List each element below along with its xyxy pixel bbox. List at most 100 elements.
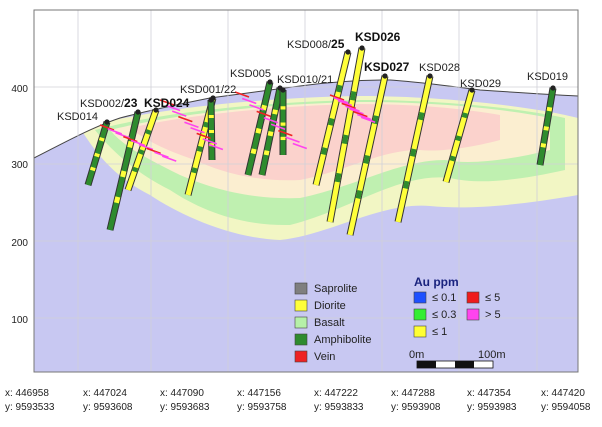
grade-shell-pink xyxy=(130,104,500,181)
hole-label-ksd026: KSD026 xyxy=(355,30,401,44)
grade-label-le-0-3: ≤ 0.3 xyxy=(432,309,456,321)
drillhole-trace-6 xyxy=(258,85,284,176)
topographic-surface xyxy=(33,79,579,159)
grade-mark-2-7 xyxy=(285,136,300,143)
grade-mark-3-1 xyxy=(333,97,349,104)
svg-text:y: 9593533: y: 9593533 xyxy=(5,402,55,413)
legend-label-saprolite: Saprolite xyxy=(314,283,357,295)
drillhole-trace-12 xyxy=(442,87,476,183)
grade-mark-1-7 xyxy=(202,138,218,145)
grade-mark-3-0 xyxy=(329,94,345,101)
grade-mark-0-2 xyxy=(115,132,130,139)
scale-bar-start-label: 0m xyxy=(409,349,424,361)
legend-label-diorite: Diorite xyxy=(314,300,346,312)
grade-swatch-le-0-3 xyxy=(413,308,427,321)
hole-label-ksd028: KSD028 xyxy=(419,62,460,74)
grade-swatch-gt-5 xyxy=(466,308,480,321)
x-tick-2: x: 447090 y: 9593683 xyxy=(160,388,210,413)
grade-mark-0-6 xyxy=(146,147,161,155)
svg-text:x: 447222: x: 447222 xyxy=(314,388,358,399)
hole-label-ksd010-21: KSD010/21 xyxy=(277,74,333,86)
legend-swatch-amphibolite xyxy=(294,333,308,346)
legend-swatch-saprolite xyxy=(294,282,308,295)
hole-label-ksd029: KSD029 xyxy=(460,78,501,90)
grade-mark-2-1 xyxy=(241,97,257,105)
hole-label-ksd001-22: KSD001/22 xyxy=(180,84,236,96)
hole-label-ksd005: KSD005 xyxy=(230,68,271,80)
y-tick-200: 200 xyxy=(11,238,28,249)
grade-legend: Au ppm ≤ 0.1 ≤ 5 ≤ 0.3 > 5 ≤ 1 xyxy=(413,275,501,338)
drillhole-trace-0 xyxy=(84,119,111,187)
grade-mark-2-0 xyxy=(234,91,250,98)
drillhole-traces xyxy=(84,45,557,236)
grade-legend-title: Au ppm xyxy=(414,275,459,289)
x-tick-7: x: 447420 y: 9594058 xyxy=(541,388,591,413)
drillhole-trace-1 xyxy=(106,109,142,231)
svg-text:y: 9593983: y: 9593983 xyxy=(467,402,517,413)
svg-text:x: 447090: x: 447090 xyxy=(160,388,204,399)
grade-label-le-0-1: ≤ 0.1 xyxy=(432,292,456,304)
svg-text:y: 9593608: y: 9593608 xyxy=(83,402,133,413)
grade-mark-2-4 xyxy=(263,117,279,124)
grade-mark-2-5 xyxy=(270,123,286,130)
svg-text:y: 9593833: y: 9593833 xyxy=(314,402,364,413)
hole-label-ksd014: KSD014 xyxy=(57,111,98,123)
drillhole-trace-10 xyxy=(346,73,389,236)
svg-text:x: 447156: x: 447156 xyxy=(237,388,281,399)
grid xyxy=(34,10,578,372)
lithology-legend: Saprolite Diorite Basalt Amphibolite Vei… xyxy=(294,282,371,363)
drillhole-trace-5 xyxy=(244,79,274,176)
legend-swatch-vein xyxy=(294,350,308,363)
hole-label-ksd019: KSD019 xyxy=(527,71,568,83)
grade-mark-1-3 xyxy=(178,115,193,123)
y-tick-400: 400 xyxy=(11,84,28,95)
svg-text:y: 9594058: y: 9594058 xyxy=(541,402,591,413)
svg-text:x: 447288: x: 447288 xyxy=(391,388,435,399)
legend-swatch-diorite xyxy=(294,299,308,312)
x-tick-5: x: 447288 y: 9593908 xyxy=(391,388,441,413)
grade-swatch-le-0-1 xyxy=(413,291,427,304)
grade-mark-3-7 xyxy=(356,113,372,121)
svg-text:x: 447420: x: 447420 xyxy=(541,388,585,399)
grade-mark-2-6 xyxy=(278,129,293,137)
y-tick-300: 300 xyxy=(11,160,28,171)
svg-text:x: 447354: x: 447354 xyxy=(467,388,511,399)
grade-mark-1-5 xyxy=(190,127,205,134)
svg-text:y: 9593758: y: 9593758 xyxy=(237,402,287,413)
grade-label-le-5: ≤ 5 xyxy=(485,292,500,304)
grade-swatch-le-5 xyxy=(466,291,480,304)
grade-mark-1-4 xyxy=(184,121,199,128)
grade-mark-0-7 xyxy=(154,151,169,158)
x-tick-3: x: 447156 y: 9593758 xyxy=(237,388,287,413)
grade-mark-1-1 xyxy=(165,104,181,112)
svg-text:x: 447024: x: 447024 xyxy=(83,388,127,399)
scale-bar-end-label: 100m xyxy=(478,349,506,361)
grade-mark-0-3 xyxy=(123,135,138,143)
x-tick-1: x: 447024 y: 9593608 xyxy=(83,388,133,413)
legend-label-basalt: Basalt xyxy=(314,317,345,329)
hole-label-ksd024: KSD024 xyxy=(144,96,190,110)
grade-mark-3-8 xyxy=(360,116,376,123)
legend-swatch-basalt xyxy=(294,316,308,329)
hole-label-ksd002-23: KSD002/23 xyxy=(80,96,138,110)
grade-mark-1-8 xyxy=(208,143,224,151)
drillhole-trace-11 xyxy=(394,73,434,223)
svg-text:y: 9593908: y: 9593908 xyxy=(391,402,441,413)
y-tick-100: 100 xyxy=(11,315,28,326)
grade-swatch-le-1 xyxy=(413,325,427,338)
grade-label-gt-5: > 5 xyxy=(485,309,501,321)
sky-area xyxy=(34,10,578,158)
grade-mark-3-3 xyxy=(341,102,356,110)
grade-mark-0-4 xyxy=(130,139,146,147)
x-tick-6: x: 447354 y: 9593983 xyxy=(467,388,517,413)
plot-frame xyxy=(33,9,579,373)
drillhole-trace-7 xyxy=(279,87,287,155)
svg-text:x: 446958: x: 446958 xyxy=(5,388,49,399)
grade-mark-3-4 xyxy=(345,105,360,112)
x-tick-0: x: 446958 y: 9593533 xyxy=(5,388,55,413)
grade-mark-0-8 xyxy=(161,155,177,162)
grade-mark-1-0 xyxy=(159,99,175,106)
legend-label-amphibolite: Amphibolite xyxy=(314,334,371,346)
grade-mark-3-2 xyxy=(337,99,353,107)
